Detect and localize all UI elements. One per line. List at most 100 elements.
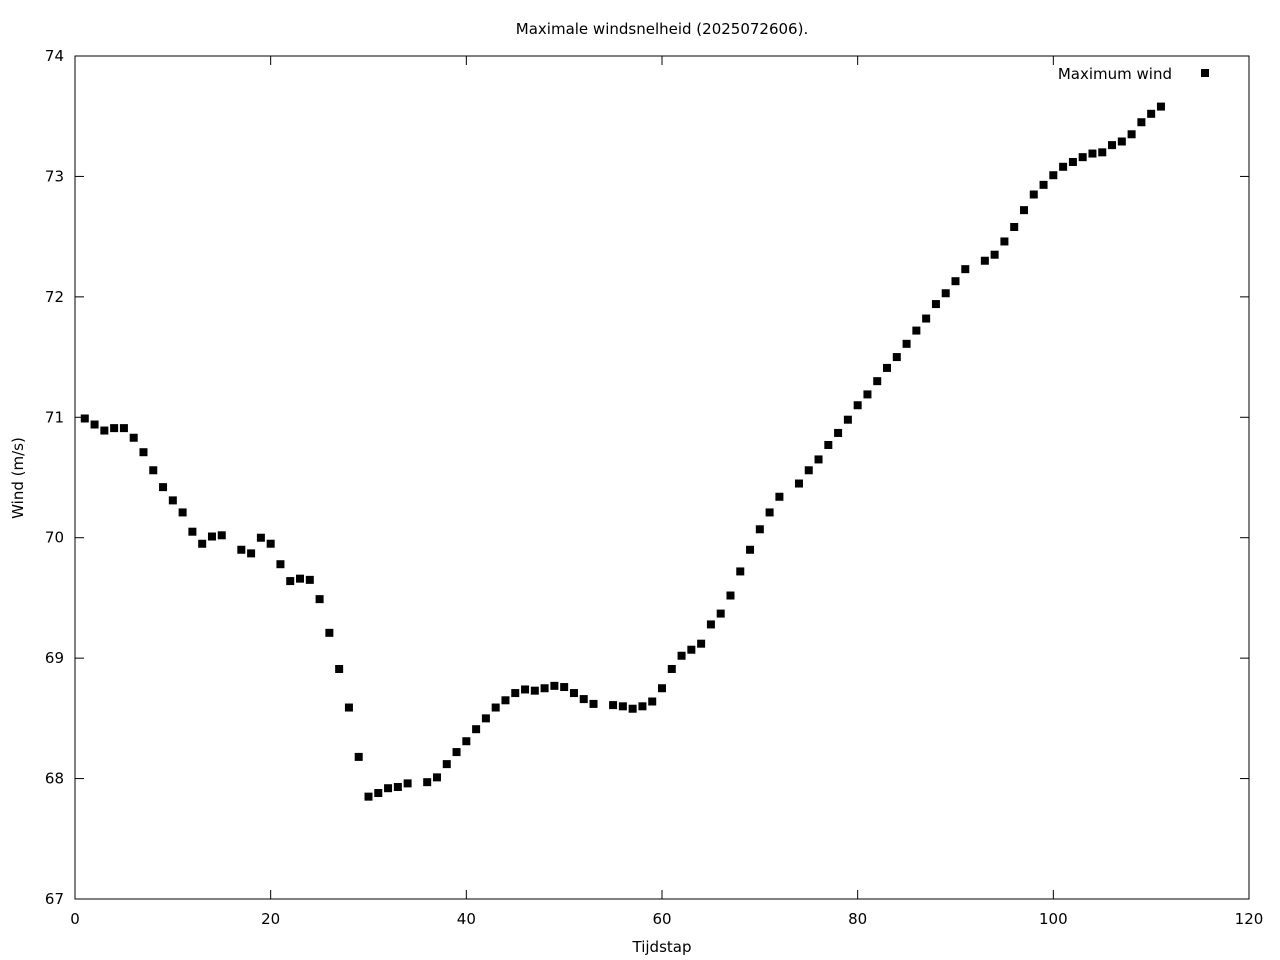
data-point xyxy=(863,390,872,399)
data-point xyxy=(198,539,207,548)
data-point xyxy=(804,466,813,475)
data-point xyxy=(129,433,138,442)
data-point xyxy=(305,575,314,584)
data-point xyxy=(481,714,490,723)
y-tick-label: 74 xyxy=(45,47,64,65)
data-point xyxy=(80,414,89,423)
data-point xyxy=(1108,141,1117,150)
plot-area xyxy=(74,55,1250,900)
data-points xyxy=(80,102,1165,801)
data-point xyxy=(980,256,989,265)
data-point xyxy=(941,289,950,298)
data-point xyxy=(374,789,383,798)
data-point xyxy=(1098,148,1107,157)
data-point xyxy=(579,695,588,704)
data-point xyxy=(609,701,618,710)
legend-label: Maximum wind xyxy=(1058,65,1172,83)
data-point xyxy=(892,353,901,362)
data-point xyxy=(1039,180,1048,189)
data-point xyxy=(393,783,402,792)
legend: Maximum wind xyxy=(1058,65,1209,83)
x-tick-label: 120 xyxy=(1235,910,1264,928)
data-point xyxy=(902,339,911,348)
data-point xyxy=(491,703,500,712)
data-point xyxy=(1078,153,1087,162)
data-point xyxy=(667,664,676,673)
data-point xyxy=(853,401,862,410)
data-point xyxy=(501,696,510,705)
data-point xyxy=(462,737,471,746)
y-tick-label: 72 xyxy=(45,288,64,306)
data-point xyxy=(1019,206,1028,215)
x-axis-label: Tijdstap xyxy=(632,938,692,956)
data-point xyxy=(521,685,530,694)
data-point xyxy=(256,533,265,542)
data-point xyxy=(296,574,305,583)
y-tick-label: 71 xyxy=(45,408,64,426)
data-point xyxy=(119,424,128,433)
data-point xyxy=(931,300,940,309)
plot-frame xyxy=(74,55,1250,900)
data-point xyxy=(1147,109,1156,118)
data-point xyxy=(237,545,246,554)
x-tick-label: 20 xyxy=(261,910,280,928)
data-point xyxy=(149,466,158,475)
data-point xyxy=(775,492,784,501)
data-point xyxy=(618,702,627,711)
data-point xyxy=(912,326,921,335)
data-point xyxy=(638,702,647,711)
data-point xyxy=(1049,171,1058,180)
data-point xyxy=(139,448,148,457)
data-point xyxy=(110,424,119,433)
data-point xyxy=(706,620,715,629)
data-point xyxy=(824,440,833,449)
data-point xyxy=(716,609,725,618)
legend-marker xyxy=(1201,69,1209,77)
data-point xyxy=(432,773,441,782)
data-point xyxy=(726,591,735,600)
data-point xyxy=(1117,137,1126,146)
data-point xyxy=(247,549,256,558)
data-point xyxy=(1059,162,1068,171)
data-point xyxy=(354,752,363,761)
data-point xyxy=(1010,223,1019,232)
data-point xyxy=(159,483,168,492)
data-point xyxy=(883,363,892,372)
data-point xyxy=(384,784,393,793)
data-point xyxy=(286,577,295,586)
data-point xyxy=(472,725,481,734)
y-tick-label: 70 xyxy=(45,529,64,547)
data-point xyxy=(961,265,970,274)
data-point xyxy=(217,531,226,540)
data-point xyxy=(765,508,774,517)
data-point xyxy=(658,684,666,693)
y-tick-label: 69 xyxy=(45,649,64,667)
data-point xyxy=(403,779,412,788)
data-point xyxy=(755,525,764,534)
data-point xyxy=(168,496,177,505)
data-point xyxy=(276,560,285,569)
data-point xyxy=(266,539,275,548)
data-point xyxy=(1000,237,1009,246)
data-point xyxy=(423,778,432,787)
data-point xyxy=(550,681,559,690)
data-point xyxy=(442,760,451,769)
data-point xyxy=(560,683,569,692)
x-tick-label: 40 xyxy=(457,910,476,928)
data-point xyxy=(1068,157,1077,166)
data-point xyxy=(335,664,344,673)
data-point xyxy=(315,595,324,604)
x-tick-label: 80 xyxy=(848,910,867,928)
chart-title: Maximale windsnelheid (2025072606). xyxy=(516,20,808,38)
data-point xyxy=(178,508,187,517)
data-point xyxy=(207,532,216,541)
y-tick-label: 67 xyxy=(45,890,64,908)
data-point xyxy=(1137,118,1146,127)
data-point xyxy=(843,415,852,424)
data-point xyxy=(628,704,637,713)
data-point xyxy=(814,455,823,464)
data-point xyxy=(922,314,931,323)
data-point xyxy=(951,277,960,286)
data-point xyxy=(990,250,999,259)
